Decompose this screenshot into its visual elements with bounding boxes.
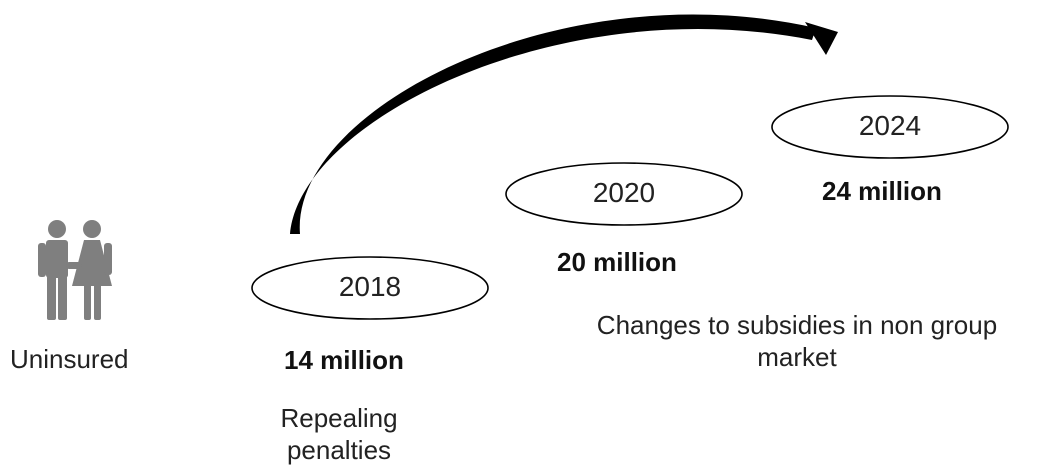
milestone-2018-ellipse xyxy=(251,256,489,320)
growth-arrow xyxy=(290,14,838,234)
milestone-2020-ellipse xyxy=(505,162,743,226)
milestone-year-2018: 2018 xyxy=(338,271,402,302)
milestone-year-2020: 2020 xyxy=(592,177,656,208)
milestone-year-2024: 2024 xyxy=(858,110,922,141)
cause-repeal-line-2: penalties xyxy=(286,435,392,465)
couple-icon xyxy=(38,220,112,320)
milestone-amount-2024: 24 million xyxy=(822,176,942,206)
subject-label: Uninsured xyxy=(10,344,129,374)
cause-repeal-caption: Repealing penalties xyxy=(254,402,424,466)
cause-subsidies-line-1: Changes to subsidies in non group xyxy=(596,310,998,340)
milestone-amount-2020: 20 million xyxy=(557,247,677,277)
cause-repeal-line-1: Repealing xyxy=(280,403,398,433)
cause-subsidies-line-2: market xyxy=(757,342,837,372)
cause-subsidies-caption: Changes to subsidies in non group market xyxy=(552,309,1042,373)
milestone-2024-ellipse xyxy=(771,95,1009,159)
milestone-amount-2018: 14 million xyxy=(284,345,404,375)
